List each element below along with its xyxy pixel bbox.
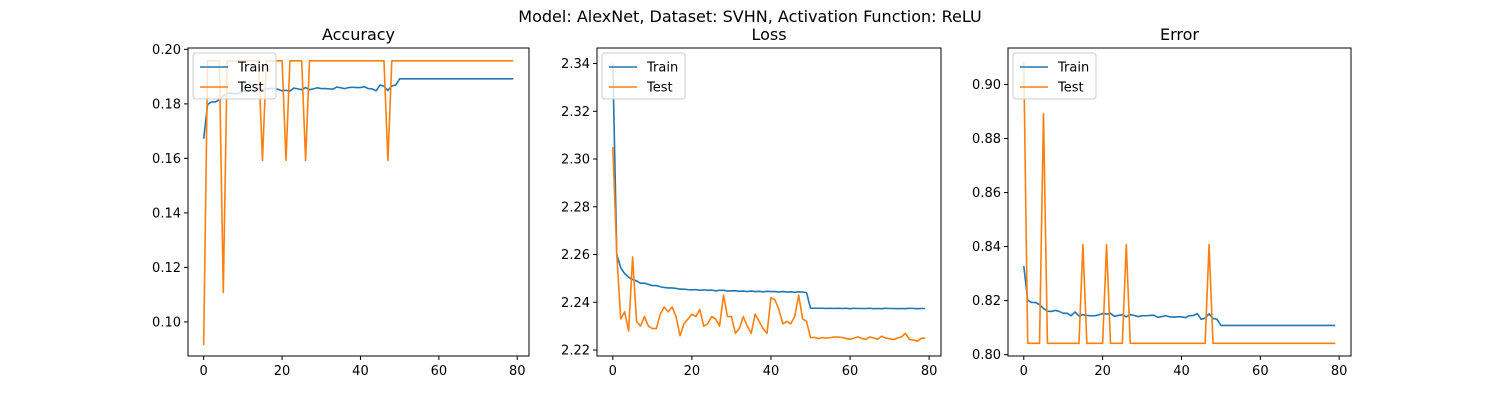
legend-label-test: Test bbox=[1057, 81, 1084, 96]
subplot-title: Accuracy bbox=[322, 25, 395, 44]
x-tick-label: 80 bbox=[509, 364, 526, 379]
y-tick-label: 2.28 bbox=[561, 200, 590, 215]
series-line-train bbox=[1022, 265, 1336, 327]
subplot-title: Loss bbox=[751, 25, 786, 44]
y-tick-label: 2.34 bbox=[561, 57, 590, 72]
x-tick-label: 0 bbox=[200, 364, 208, 379]
x-tick-label: 20 bbox=[274, 364, 291, 379]
y-tick-label: 2.22 bbox=[561, 344, 590, 359]
x-tick-label: 20 bbox=[684, 364, 701, 379]
subplot-title: Error bbox=[1160, 25, 1199, 44]
x-tick-label: 40 bbox=[1173, 364, 1190, 379]
y-tick-label: 0.84 bbox=[972, 240, 1001, 255]
series-line-test bbox=[612, 147, 926, 343]
y-tick-label: 2.24 bbox=[561, 296, 590, 311]
subplot-error: Error 0 20 40 60 80 0.80 0.82 0.84 0.86 0.88 0.90 Tr… bbox=[972, 25, 1352, 379]
x-tick-label: 0 bbox=[1020, 364, 1028, 379]
legend-label-train: Train bbox=[1057, 61, 1089, 76]
legend: Train Test bbox=[601, 52, 686, 100]
legend-label-train: Train bbox=[646, 61, 678, 76]
legend-label-test: Test bbox=[237, 81, 264, 96]
y-tick-label: 0.16 bbox=[152, 152, 181, 167]
x-tick-label: 80 bbox=[1331, 364, 1348, 379]
y-tick-label: 0.88 bbox=[972, 132, 1001, 147]
subplot-accuracy: Accuracy 0 20 40 60 80 0.10 0.12 0.14 0.16 0.18 0.2… bbox=[152, 25, 530, 379]
series-line-train bbox=[612, 63, 926, 310]
x-tick-label: 0 bbox=[609, 364, 617, 379]
legend-label-train: Train bbox=[237, 61, 269, 76]
y-tick-label: 2.30 bbox=[561, 153, 590, 168]
x-tick-label: 20 bbox=[1094, 364, 1111, 379]
legend: Train Test bbox=[1012, 52, 1097, 100]
y-tick-label: 0.86 bbox=[972, 186, 1001, 201]
y-tick-label: 0.90 bbox=[972, 78, 1001, 93]
y-tick-label: 0.20 bbox=[152, 43, 181, 58]
y-tick-label: 0.18 bbox=[152, 97, 181, 112]
y-tick-label: 0.82 bbox=[972, 294, 1001, 309]
subplot-panels: Accuracy 0 20 40 60 80 0.10 0.12 0.14 0.16 0.18 0.2… bbox=[152, 25, 1352, 379]
x-tick-label: 60 bbox=[431, 364, 448, 379]
axes-frame bbox=[1007, 47, 1352, 357]
legend: Train Test bbox=[192, 52, 277, 100]
x-tick-label: 40 bbox=[352, 364, 369, 379]
x-tick-label: 60 bbox=[842, 364, 859, 379]
legend-label-test: Test bbox=[646, 81, 673, 96]
y-tick-label: 0.14 bbox=[152, 206, 181, 221]
axes-frame bbox=[596, 47, 942, 357]
axes-frame bbox=[187, 47, 530, 357]
subplot-loss: Loss 0 20 40 60 80 2.22 2.24 2.26 2.28 2.30 2.32 2.3… bbox=[561, 25, 942, 379]
x-tick-label: 60 bbox=[1252, 364, 1269, 379]
y-tick-label: 0.12 bbox=[152, 261, 181, 276]
series-line-test bbox=[1022, 61, 1336, 345]
y-tick-label: 0.80 bbox=[972, 348, 1001, 363]
y-tick-label: 0.10 bbox=[152, 315, 181, 330]
y-tick-label: 2.26 bbox=[561, 248, 590, 263]
x-tick-label: 40 bbox=[763, 364, 780, 379]
x-tick-label: 80 bbox=[921, 364, 938, 379]
figure-suptitle: Model: AlexNet, Dataset: SVHN, Activatio… bbox=[518, 7, 981, 26]
y-tick-label: 2.32 bbox=[561, 105, 590, 120]
